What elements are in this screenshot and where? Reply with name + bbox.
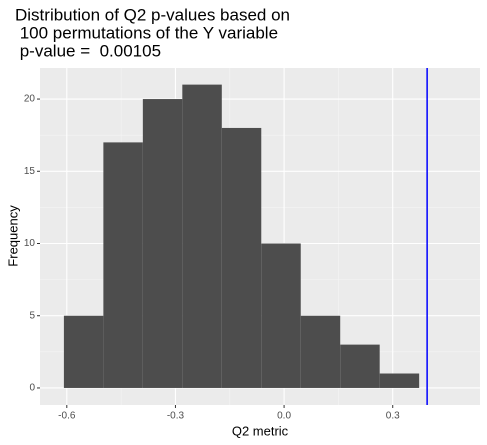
bar — [182, 84, 222, 388]
y-tick-label: 5 — [29, 310, 35, 321]
chart-title: 100 permutations of the Y variable — [15, 23, 278, 42]
y-tick-label: 15 — [24, 166, 36, 177]
bar — [340, 344, 380, 388]
bar — [379, 373, 420, 388]
x-tick-label: 0.0 — [277, 411, 291, 422]
bar — [142, 99, 183, 388]
y-axis-label: Frequency — [5, 205, 20, 267]
bar — [261, 243, 301, 388]
chart-title: Distribution of Q2 p-values based on — [15, 5, 290, 24]
x-tick-label: 0.3 — [386, 411, 400, 422]
bar — [63, 315, 104, 388]
bar — [103, 142, 143, 388]
y-tick-label: 10 — [24, 238, 36, 249]
chart-title: p-value = 0.00105 — [15, 41, 161, 60]
x-axis-label: Q2 metric — [232, 423, 289, 438]
y-tick-label: 20 — [24, 94, 36, 105]
x-tick-label: -0.6 — [58, 411, 76, 422]
bar — [221, 127, 262, 388]
bar — [300, 315, 341, 388]
y-tick-label: 0 — [29, 383, 35, 394]
x-tick-label: -0.3 — [167, 411, 185, 422]
